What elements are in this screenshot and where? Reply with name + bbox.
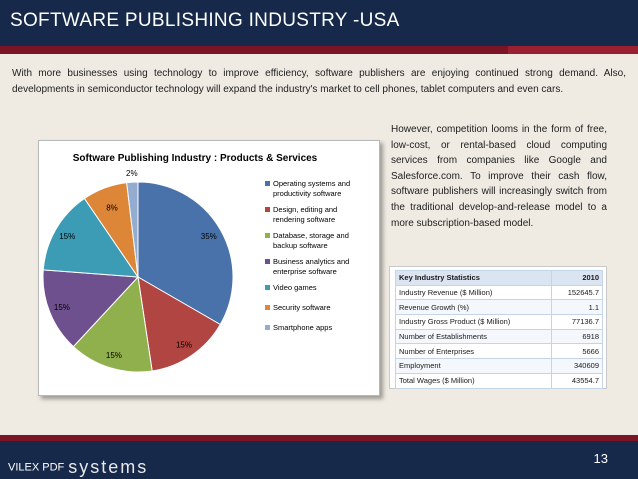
legend-swatch-5 [265, 305, 270, 310]
intro-paragraph: With more businesses using technology to… [12, 68, 626, 95]
pie-slice-0 [137, 181, 234, 326]
pie-slice-3 [42, 269, 140, 348]
brand-logo: VILEX PDF systems [8, 457, 148, 478]
pie-slice-6 [126, 181, 139, 278]
pie-chart: Software Publishing Industry : Products … [42, 153, 350, 373]
slice-label-0: 35% [201, 232, 217, 241]
page-number: 13 [593, 451, 608, 466]
legend-label-4: Video games [273, 283, 317, 292]
legend-swatch-6 [265, 325, 270, 330]
legend-swatch-1 [265, 207, 270, 212]
footer-bar: VILEX PDF systems 13 [0, 441, 638, 479]
stat-label: Employment [394, 358, 553, 374]
stat-value: 6918 [551, 328, 603, 345]
slice-label-1: 15% [176, 341, 192, 350]
table-row: Total Wages ($ Million) 43554.7 [394, 372, 603, 389]
brand-systems: systems [68, 457, 149, 477]
table-row: Industry Revenue ($ Million) 152645.7 [394, 284, 603, 301]
legend-swatch-4 [265, 285, 270, 290]
stat-value: 340609 [551, 358, 603, 374]
legend-label-2: Database, storage and backup software [273, 231, 349, 250]
pie-slice-2 [72, 275, 153, 373]
legend-label-1: Design, editing and rendering software [273, 205, 337, 224]
table-header-row: Key Industry Statistics 2010 [394, 270, 603, 286]
slice-label-6: 2% [126, 169, 138, 178]
table-row: Number of Establishments 6918 [394, 328, 603, 345]
pie-slice-1 [137, 276, 221, 372]
table-row: Industry Gross Product ($ Million) 77136.… [394, 314, 603, 330]
slice-label-5: 8% [106, 204, 118, 213]
stat-label: Industry Gross Product ($ Million) [394, 314, 553, 330]
stat-label: Industry Revenue ($ Million) [394, 284, 553, 301]
slice-label-2: 15% [106, 351, 122, 360]
brand-name: VILEX PDF [8, 461, 65, 474]
stat-label: Number of Establishments [394, 328, 553, 345]
legend-swatch-2 [265, 233, 270, 238]
header-stripe [0, 46, 638, 54]
stat-value: 1.1 [551, 299, 603, 316]
pie-slice-4 [42, 197, 139, 278]
header-cell-year: 2010 [551, 270, 603, 286]
slice-label-3: 15% [54, 303, 70, 312]
stat-value: 152645.7 [551, 284, 603, 301]
stat-value: 43554.7 [551, 372, 603, 389]
legend-label-0: Operating systems and productivity softwa… [273, 179, 350, 198]
stat-value: 77136.7 [551, 314, 603, 330]
table-row: Number of Enterprises 5666 [394, 343, 603, 360]
stat-label: Total Wages ($ Million) [394, 372, 553, 389]
legend-swatch-3 [265, 259, 270, 264]
header-cell-label: Key Industry Statistics [394, 270, 553, 286]
slide-title: SOFTWARE PUBLISHING INDUSTRY -USA [10, 10, 400, 31]
title-bar: SOFTWARE PUBLISHING INDUSTRY -USA [0, 0, 638, 46]
table-row: Employment 340609 [394, 358, 603, 374]
legend-label-3: Business analytics and enterprise softwar… [273, 257, 349, 276]
chart-title: Software Publishing Industry : Products … [73, 153, 318, 164]
stats-panel: Key Industry Statistics 2010 Industry Re… [389, 266, 607, 389]
slice-label-4: 15% [59, 232, 75, 241]
stat-label: Revenue Growth (%) [394, 299, 553, 316]
header-stripe-accent [508, 46, 638, 54]
table-row: Revenue Growth (%) 1.1 [394, 299, 603, 316]
stat-value: 5666 [551, 343, 603, 360]
competition-paragraph: However, competition looms in the form o… [391, 124, 607, 229]
legend-label-5: Security software [273, 303, 331, 312]
legend-label-6: Smartphone apps [273, 323, 332, 332]
stat-label: Number of Enterprises [394, 343, 553, 360]
pie-chart-panel: Software Publishing Industry : Products … [38, 140, 380, 396]
footer-stripe [0, 435, 638, 441]
industry-stats-table: Key Industry Statistics 2010 Industry Re… [394, 270, 603, 389]
legend-swatch-0 [265, 181, 270, 186]
